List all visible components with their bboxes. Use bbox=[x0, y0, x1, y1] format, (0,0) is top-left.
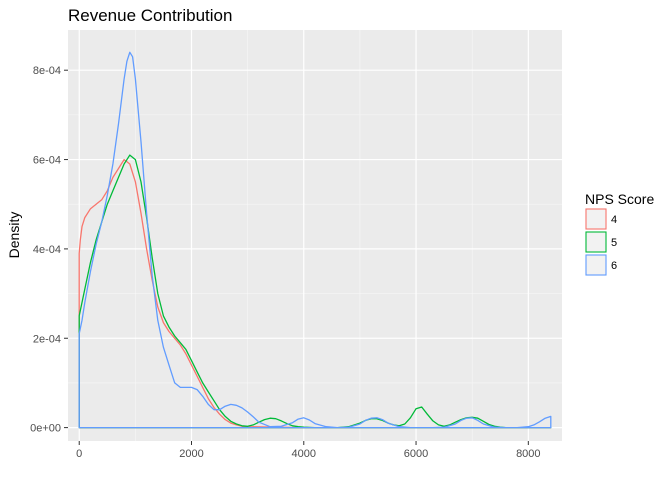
plot-panel bbox=[68, 30, 562, 441]
chart-title: Revenue Contribution bbox=[68, 6, 232, 25]
legend-key-bg bbox=[584, 253, 608, 277]
x-axis: 0 2000 4000 6000 8000 bbox=[76, 441, 541, 460]
y-axis: 0e+00 2e-04 4e-04 6e-04 8e-04 bbox=[30, 65, 68, 435]
x-tick-label: 4000 bbox=[292, 448, 316, 460]
legend: NPS Score 4 5 6 bbox=[584, 191, 654, 277]
y-tick-label: 6e-04 bbox=[33, 155, 61, 167]
series-layer bbox=[78, 51, 552, 429]
density-line-nps-5 bbox=[78, 154, 552, 429]
x-tick-label: 8000 bbox=[516, 448, 540, 460]
x-tick-label: 6000 bbox=[404, 448, 428, 460]
y-tick-label: 2e-04 bbox=[33, 333, 61, 345]
grid-minor bbox=[68, 30, 562, 441]
x-tick-label: 2000 bbox=[179, 448, 203, 460]
y-tick-label: 8e-04 bbox=[33, 65, 61, 77]
y-tick-label: 4e-04 bbox=[33, 244, 61, 256]
legend-key-nps-6 bbox=[585, 254, 607, 276]
legend-label-nps-6: 6 bbox=[611, 260, 617, 272]
y-axis-title: Density bbox=[6, 212, 22, 259]
legend-label-nps-5: 5 bbox=[611, 237, 617, 249]
legend-title: NPS Score bbox=[585, 191, 654, 207]
legend-label-nps-4: 4 bbox=[611, 214, 617, 226]
x-tick-label: 0 bbox=[76, 448, 82, 460]
density-line-nps-6 bbox=[78, 51, 552, 429]
y-tick-label: 0e+00 bbox=[30, 423, 61, 435]
legend-key-nps-5 bbox=[585, 231, 607, 253]
legend-key-bg bbox=[584, 207, 608, 231]
legend-key-nps-4 bbox=[585, 208, 607, 230]
legend-key-bg bbox=[584, 230, 608, 254]
